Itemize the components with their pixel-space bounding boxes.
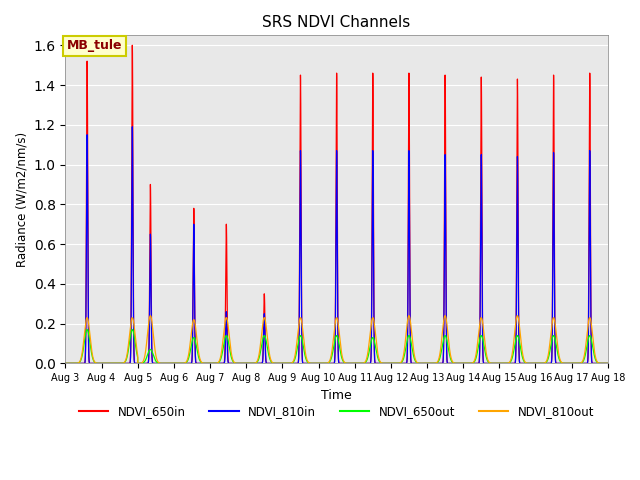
- NDVI_810in: [604, 360, 612, 366]
- NDVI_650out: [348, 360, 356, 366]
- Line: NDVI_810in: NDVI_810in: [65, 127, 608, 363]
- NDVI_810in: [192, 358, 200, 364]
- Text: MB_tule: MB_tule: [67, 39, 123, 52]
- Legend: NDVI_650in, NDVI_810in, NDVI_650out, NDVI_810out: NDVI_650in, NDVI_810in, NDVI_650out, NDV…: [74, 401, 599, 423]
- NDVI_810in: [180, 360, 188, 366]
- Line: NDVI_650out: NDVI_650out: [65, 330, 608, 363]
- NDVI_810in: [121, 360, 129, 366]
- NDVI_650out: [192, 339, 200, 345]
- NDVI_810in: [532, 360, 540, 366]
- NDVI_650out: [79, 350, 86, 356]
- NDVI_810out: [61, 360, 69, 366]
- NDVI_810out: [532, 360, 540, 366]
- NDVI_650out: [121, 360, 129, 365]
- NDVI_810out: [147, 313, 154, 319]
- NDVI_810in: [79, 360, 86, 366]
- NDVI_810in: [129, 124, 136, 130]
- NDVI_810out: [604, 360, 612, 366]
- NDVI_650in: [129, 42, 136, 48]
- NDVI_650out: [604, 360, 612, 366]
- NDVI_650out: [180, 360, 188, 366]
- NDVI_650out: [61, 360, 69, 366]
- NDVI_810out: [348, 360, 356, 366]
- Line: NDVI_810out: NDVI_810out: [65, 316, 608, 363]
- NDVI_650in: [532, 360, 540, 366]
- NDVI_650in: [61, 360, 69, 366]
- NDVI_650in: [348, 360, 356, 366]
- X-axis label: Time: Time: [321, 389, 352, 402]
- Y-axis label: Radiance (W/m2/nm/s): Radiance (W/m2/nm/s): [15, 132, 28, 267]
- NDVI_810in: [61, 360, 69, 366]
- Line: NDVI_650in: NDVI_650in: [65, 45, 608, 363]
- NDVI_810out: [192, 325, 200, 331]
- NDVI_650in: [180, 360, 188, 366]
- NDVI_650in: [121, 360, 129, 366]
- NDVI_810out: [121, 360, 129, 365]
- NDVI_810in: [348, 360, 356, 366]
- NDVI_810out: [79, 347, 86, 352]
- Title: SRS NDVI Channels: SRS NDVI Channels: [262, 15, 411, 30]
- NDVI_650in: [192, 358, 200, 364]
- NDVI_650in: [604, 360, 612, 366]
- NDVI_810out: [180, 360, 188, 366]
- NDVI_650out: [83, 327, 91, 333]
- NDVI_650in: [79, 360, 86, 366]
- NDVI_650out: [532, 360, 540, 366]
